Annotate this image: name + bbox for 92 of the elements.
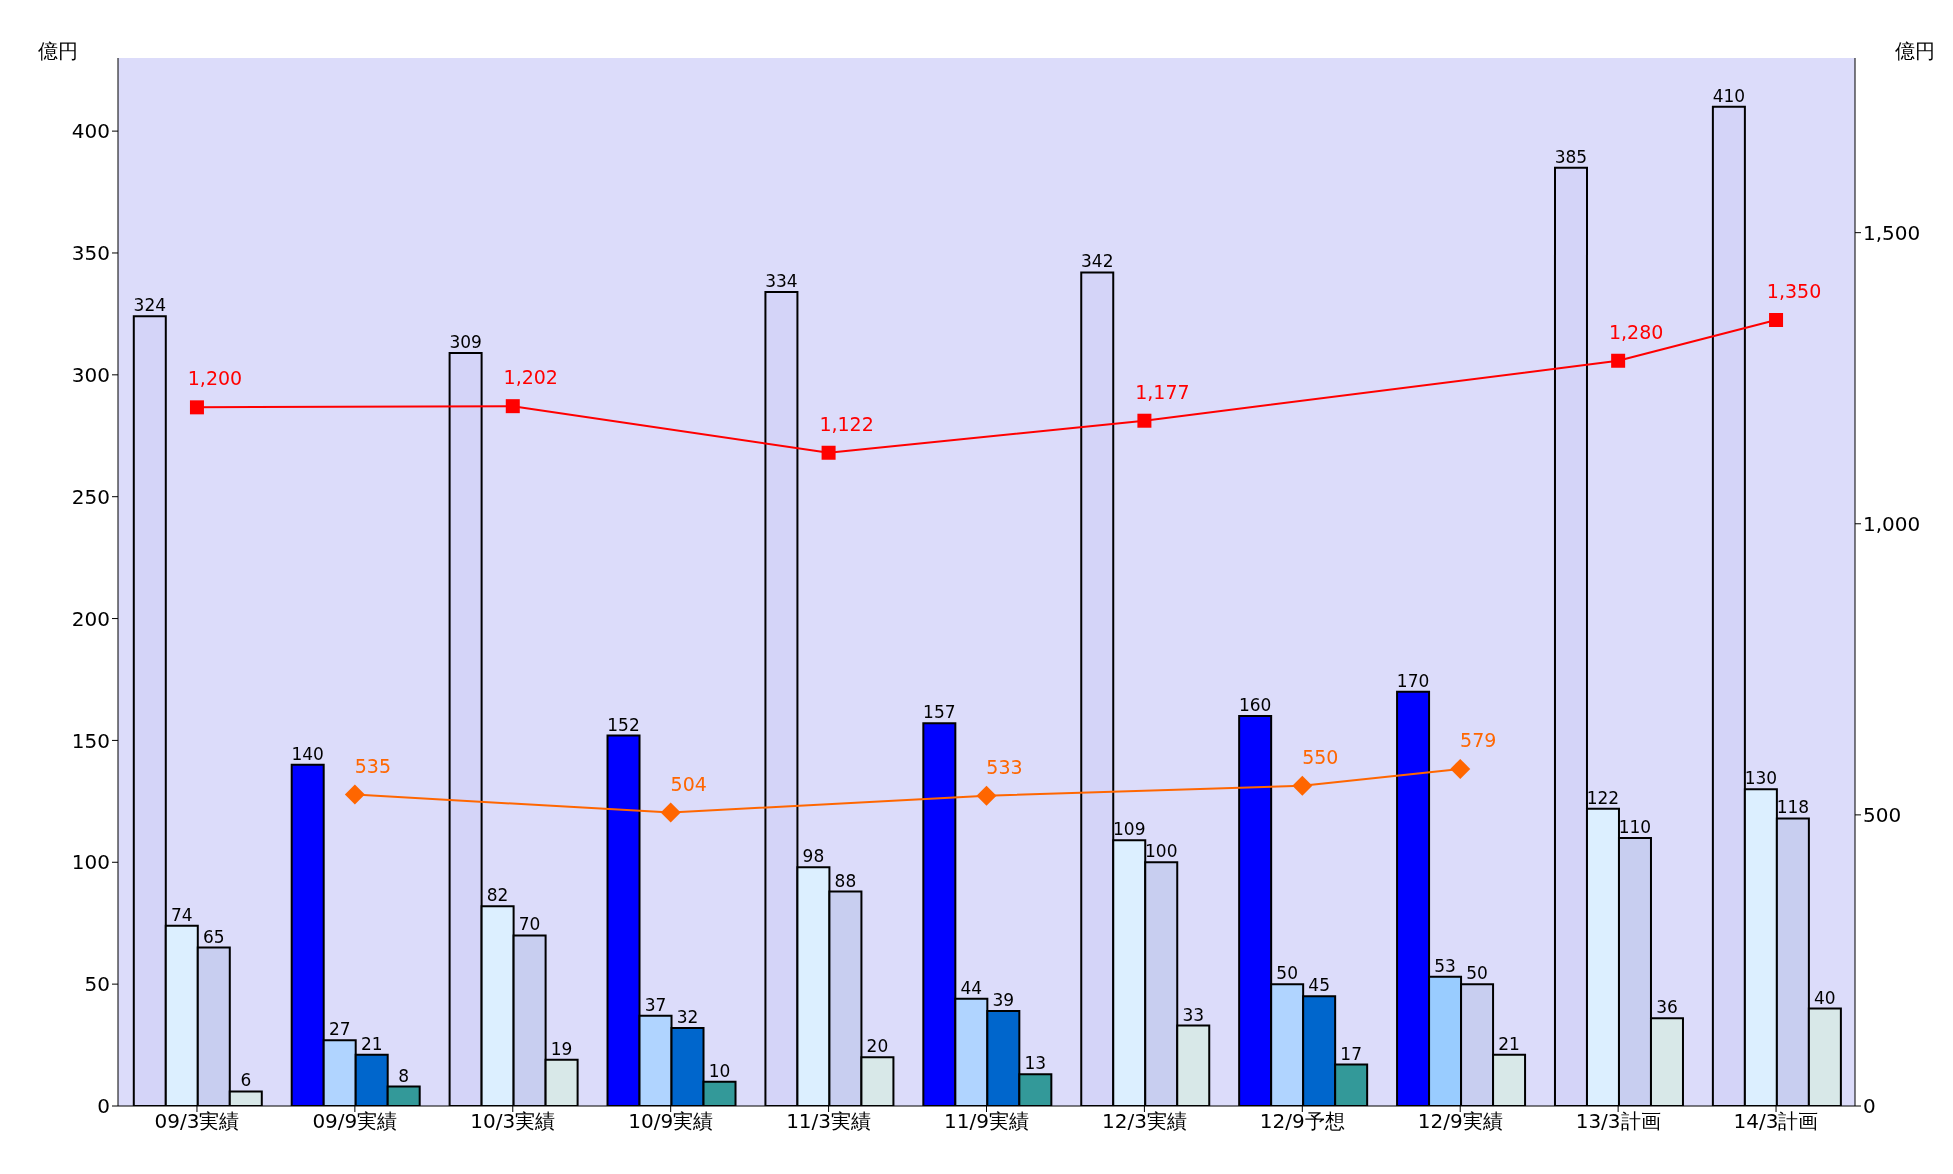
x-tick-label: 10/3実績 — [470, 1109, 556, 1134]
y-tick-label: 250 — [71, 484, 110, 509]
data-label: 33 — [1182, 1004, 1205, 1025]
y-tick-label: 0 — [97, 1094, 110, 1119]
data-label: 88 — [834, 870, 857, 891]
data-label: 82 — [486, 885, 509, 906]
point — [821, 445, 836, 460]
data-label: 13 — [1024, 1053, 1047, 1074]
data-label: 334 — [765, 270, 798, 291]
y2-tick-label: 0 — [1863, 1094, 1876, 1119]
y2-tick-label: 1,000 — [1863, 511, 1921, 536]
y-axis-title: 億円 — [38, 38, 78, 65]
data-label: 140 — [291, 743, 324, 764]
data-label: 1,177 — [1135, 380, 1190, 403]
data-label: 45 — [1308, 975, 1330, 996]
point — [1137, 413, 1152, 428]
y-tick-label: 100 — [71, 850, 110, 875]
data-label: 37 — [644, 994, 667, 1015]
data-label: 309 — [449, 331, 482, 352]
data-label: 100 — [1145, 841, 1178, 862]
data-label: 157 — [923, 702, 956, 723]
data-label: 53 — [1434, 955, 1456, 976]
data-label: 324 — [133, 295, 167, 316]
data-label: 32 — [676, 1007, 699, 1028]
y2-tick-label: 500 — [1863, 802, 1902, 827]
point — [976, 785, 997, 806]
point — [1292, 775, 1313, 796]
data-label: 160 — [1238, 695, 1272, 716]
data-label: 1,202 — [503, 366, 558, 389]
data-label: 50 — [1276, 963, 1298, 984]
x-tick-label: 13/3計画 — [1575, 1109, 1661, 1134]
data-label: 44 — [960, 977, 983, 998]
data-label: 21 — [1498, 1033, 1520, 1054]
x-tick-label: 11/9実績 — [944, 1109, 1029, 1134]
point — [1769, 313, 1784, 327]
data-label: 152 — [607, 714, 640, 735]
data-label: 118 — [1776, 797, 1810, 818]
data-label: 40 — [1814, 987, 1836, 1008]
y-tick-label: 200 — [71, 606, 110, 631]
data-label: 535 — [354, 754, 391, 777]
data-label: 1,350 — [1766, 280, 1822, 302]
data-label: 20 — [866, 1036, 889, 1057]
x-tick-label: 11/3実績 — [786, 1109, 872, 1134]
data-label: 1,200 — [187, 367, 243, 390]
x-tick-label: 10/9実績 — [628, 1109, 714, 1134]
data-label: 170 — [1396, 670, 1430, 691]
data-label: 1,280 — [1608, 320, 1664, 343]
point — [505, 399, 520, 414]
data-label: 109 — [1113, 819, 1146, 840]
data-label: 579 — [1460, 728, 1497, 751]
x-tick-label: 12/9予想 — [1259, 1109, 1345, 1134]
point — [1450, 758, 1471, 779]
y-tick-label: 400 — [71, 119, 110, 144]
data-label: 1,122 — [819, 412, 874, 435]
x-tick-label: 14/3計画 — [1733, 1109, 1819, 1134]
data-label: 10 — [708, 1060, 731, 1081]
data-label: 36 — [1656, 997, 1678, 1018]
data-label: 6 — [240, 1070, 252, 1091]
point — [660, 802, 681, 823]
data-label: 342 — [1081, 251, 1114, 272]
data-label: 17 — [1340, 1043, 1362, 1064]
y2-axis-title: 億円 — [1895, 38, 1935, 65]
data-label: 65 — [202, 926, 225, 947]
y2-tick-label: 1,500 — [1863, 220, 1921, 245]
point — [344, 784, 365, 805]
data-label: 385 — [1554, 146, 1588, 167]
data-label: 410 — [1712, 85, 1746, 106]
point — [1611, 353, 1626, 368]
data-label: 21 — [360, 1033, 383, 1054]
data-label: 98 — [802, 846, 825, 867]
data-label: 504 — [670, 772, 707, 795]
data-label: 74 — [170, 904, 193, 925]
x-tick-label: 12/3実績 — [1101, 1109, 1187, 1134]
y-tick-label: 350 — [71, 241, 110, 266]
x-tick-label: 12/9実績 — [1417, 1109, 1503, 1134]
data-label: 70 — [518, 914, 541, 935]
data-label: 8 — [398, 1065, 410, 1086]
data-label: 27 — [328, 1019, 351, 1040]
y-tick-label: 150 — [71, 728, 110, 753]
data-label: 39 — [992, 989, 1015, 1010]
data-label: 130 — [1744, 768, 1778, 789]
x-tick-label: 09/9実績 — [312, 1109, 398, 1134]
y-tick-label: 300 — [71, 362, 110, 387]
data-label: 19 — [550, 1038, 573, 1059]
x-tick-label: 09/3実績 — [154, 1109, 240, 1134]
point — [189, 400, 204, 415]
data-label: 122 — [1586, 787, 1620, 808]
y-tick-label: 50 — [84, 972, 110, 997]
data-label: 50 — [1466, 963, 1488, 984]
data-label: 110 — [1618, 816, 1652, 837]
data-label: 533 — [986, 755, 1023, 778]
data-label: 550 — [1302, 745, 1339, 768]
